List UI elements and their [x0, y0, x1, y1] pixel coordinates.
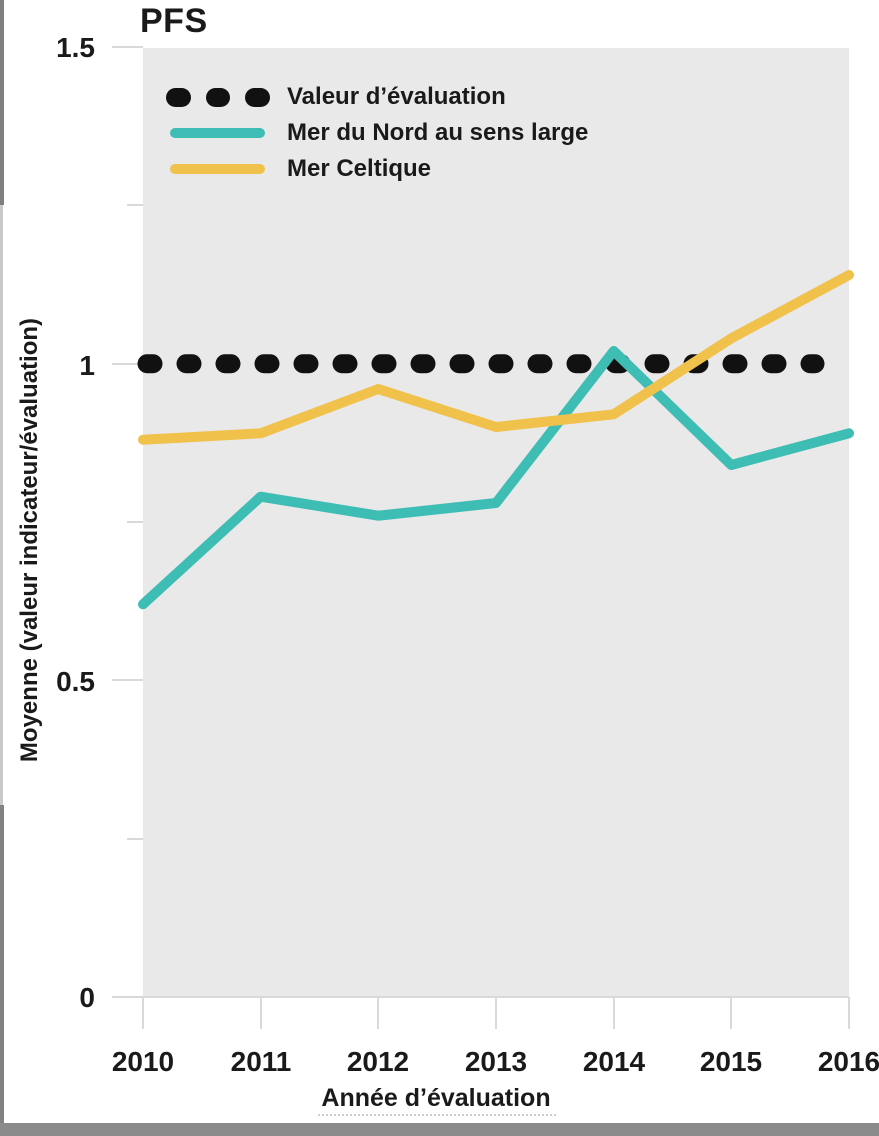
xtick-2013: 2013	[464, 1046, 528, 1077]
xtick-2015: 2015	[699, 1046, 763, 1077]
window-edge-middle	[0, 205, 3, 805]
plot-area	[143, 48, 849, 997]
xtick-2010: 2010	[111, 1046, 175, 1077]
window-bottom-bar	[0, 1123, 879, 1136]
legend-label: Mer Celtique	[287, 155, 432, 182]
ytick-0: 0	[79, 982, 95, 1013]
series-line-mer-celtique	[138, 270, 854, 445]
xtick-2014: 2014	[582, 1046, 646, 1077]
legend-bar	[170, 128, 265, 138]
legend-dot	[166, 87, 191, 107]
xtick-2012: 2012	[346, 1046, 410, 1077]
legend-item-assessment-value: Valeur d’évaluation	[166, 79, 588, 115]
axis-ticks	[112, 46, 850, 1029]
yellow-line-swatch	[166, 164, 270, 174]
legend-dot	[245, 87, 271, 107]
ytick-1-5: 1.5	[56, 32, 95, 63]
window-edge-bottom	[0, 805, 4, 1136]
legend-bar	[170, 164, 265, 174]
series-layer	[137, 270, 854, 610]
legend: Valeur d’évaluation Mer du Nord au sens …	[166, 79, 588, 187]
window-edge-top	[0, 0, 4, 205]
y-axis-title: Moyenne (valeur indicateur/évaluation)	[16, 317, 43, 763]
series-line-mer-du-nord-au-sens-large	[138, 346, 854, 610]
ytick-1: 1	[79, 350, 95, 381]
legend-item-mer-celtique: Mer Celtique	[166, 151, 588, 187]
teal-line-swatch	[166, 128, 270, 138]
legend-item-mer-du-nord: Mer du Nord au sens large	[166, 115, 588, 151]
dotted-line-swatch	[166, 87, 271, 107]
ytick-0-5: 0.5	[56, 666, 95, 697]
x-axis-title: Année d’évaluation	[321, 1084, 551, 1112]
xtick-2011: 2011	[230, 1046, 292, 1077]
legend-label: Mer du Nord au sens large	[287, 119, 589, 146]
xtick-2016: 2016	[817, 1046, 879, 1077]
chart-title: PFS	[140, 2, 208, 40]
legend-label: Valeur d’évaluation	[287, 83, 506, 110]
x-axis-dotted-underline	[318, 1114, 556, 1116]
legend-dot	[205, 87, 231, 107]
